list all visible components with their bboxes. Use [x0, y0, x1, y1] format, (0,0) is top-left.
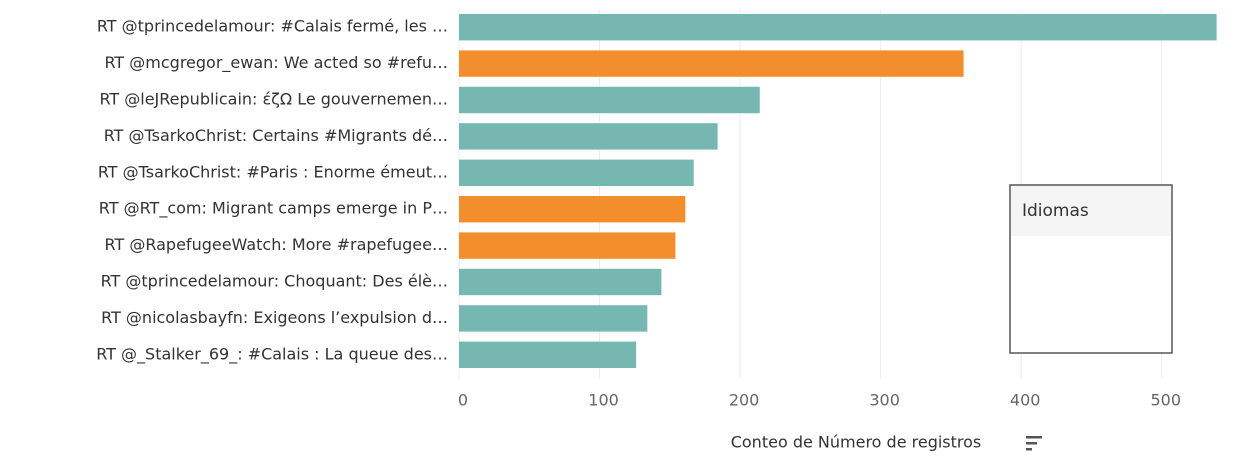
x-tick-label: 100	[588, 391, 619, 410]
y-tick-label: RT @leJRepublicain: έζΩ Le gouvernemen…	[99, 90, 448, 109]
bar	[459, 123, 718, 150]
bar	[459, 14, 1217, 41]
y-tick-label: RT @tprincedelamour: Choquant: Des élè…	[101, 272, 448, 291]
x-axis-title: Conteo de Número de registros	[731, 433, 982, 452]
bar	[459, 196, 686, 223]
bar	[459, 341, 637, 368]
bar	[459, 232, 676, 259]
x-tick-label: 300	[869, 391, 900, 410]
bar	[459, 268, 662, 296]
x-tick-label: 400	[1010, 391, 1041, 410]
bar	[459, 86, 760, 114]
y-tick-label: RT @TsarkoChrist: #Paris : Enorme émeut…	[98, 162, 448, 181]
bar	[459, 159, 694, 186]
sort-icon	[1026, 436, 1042, 451]
x-tick-label: 500	[1150, 391, 1181, 410]
legend-title: Idiomas	[1022, 201, 1089, 221]
x-tick-label: 0	[458, 391, 468, 410]
y-tick-label: RT @_Stalker_69_: #Calais : La queue des…	[96, 344, 448, 364]
legend-header	[1011, 186, 1171, 236]
x-tick-label: 200	[729, 391, 760, 410]
y-tick-label: RT @nicolasbayfn: Exigeons l’expulsion d…	[101, 308, 448, 327]
y-tick-label: RT @TsarkoChrist: Certains #Migrants dé…	[104, 126, 448, 145]
y-tick-label: RT @RapefugeeWatch: More #rapefugee…	[105, 235, 448, 254]
y-tick-label: RT @tprincedelamour: #Calais fermé, les …	[97, 17, 448, 36]
y-tick-label: RT @mcgregor_ewan: We acted so #refu…	[104, 53, 448, 73]
bar	[459, 50, 964, 77]
bar	[459, 305, 648, 332]
y-tick-label: RT @RT_com: Migrant camps emerge in P…	[99, 199, 448, 219]
